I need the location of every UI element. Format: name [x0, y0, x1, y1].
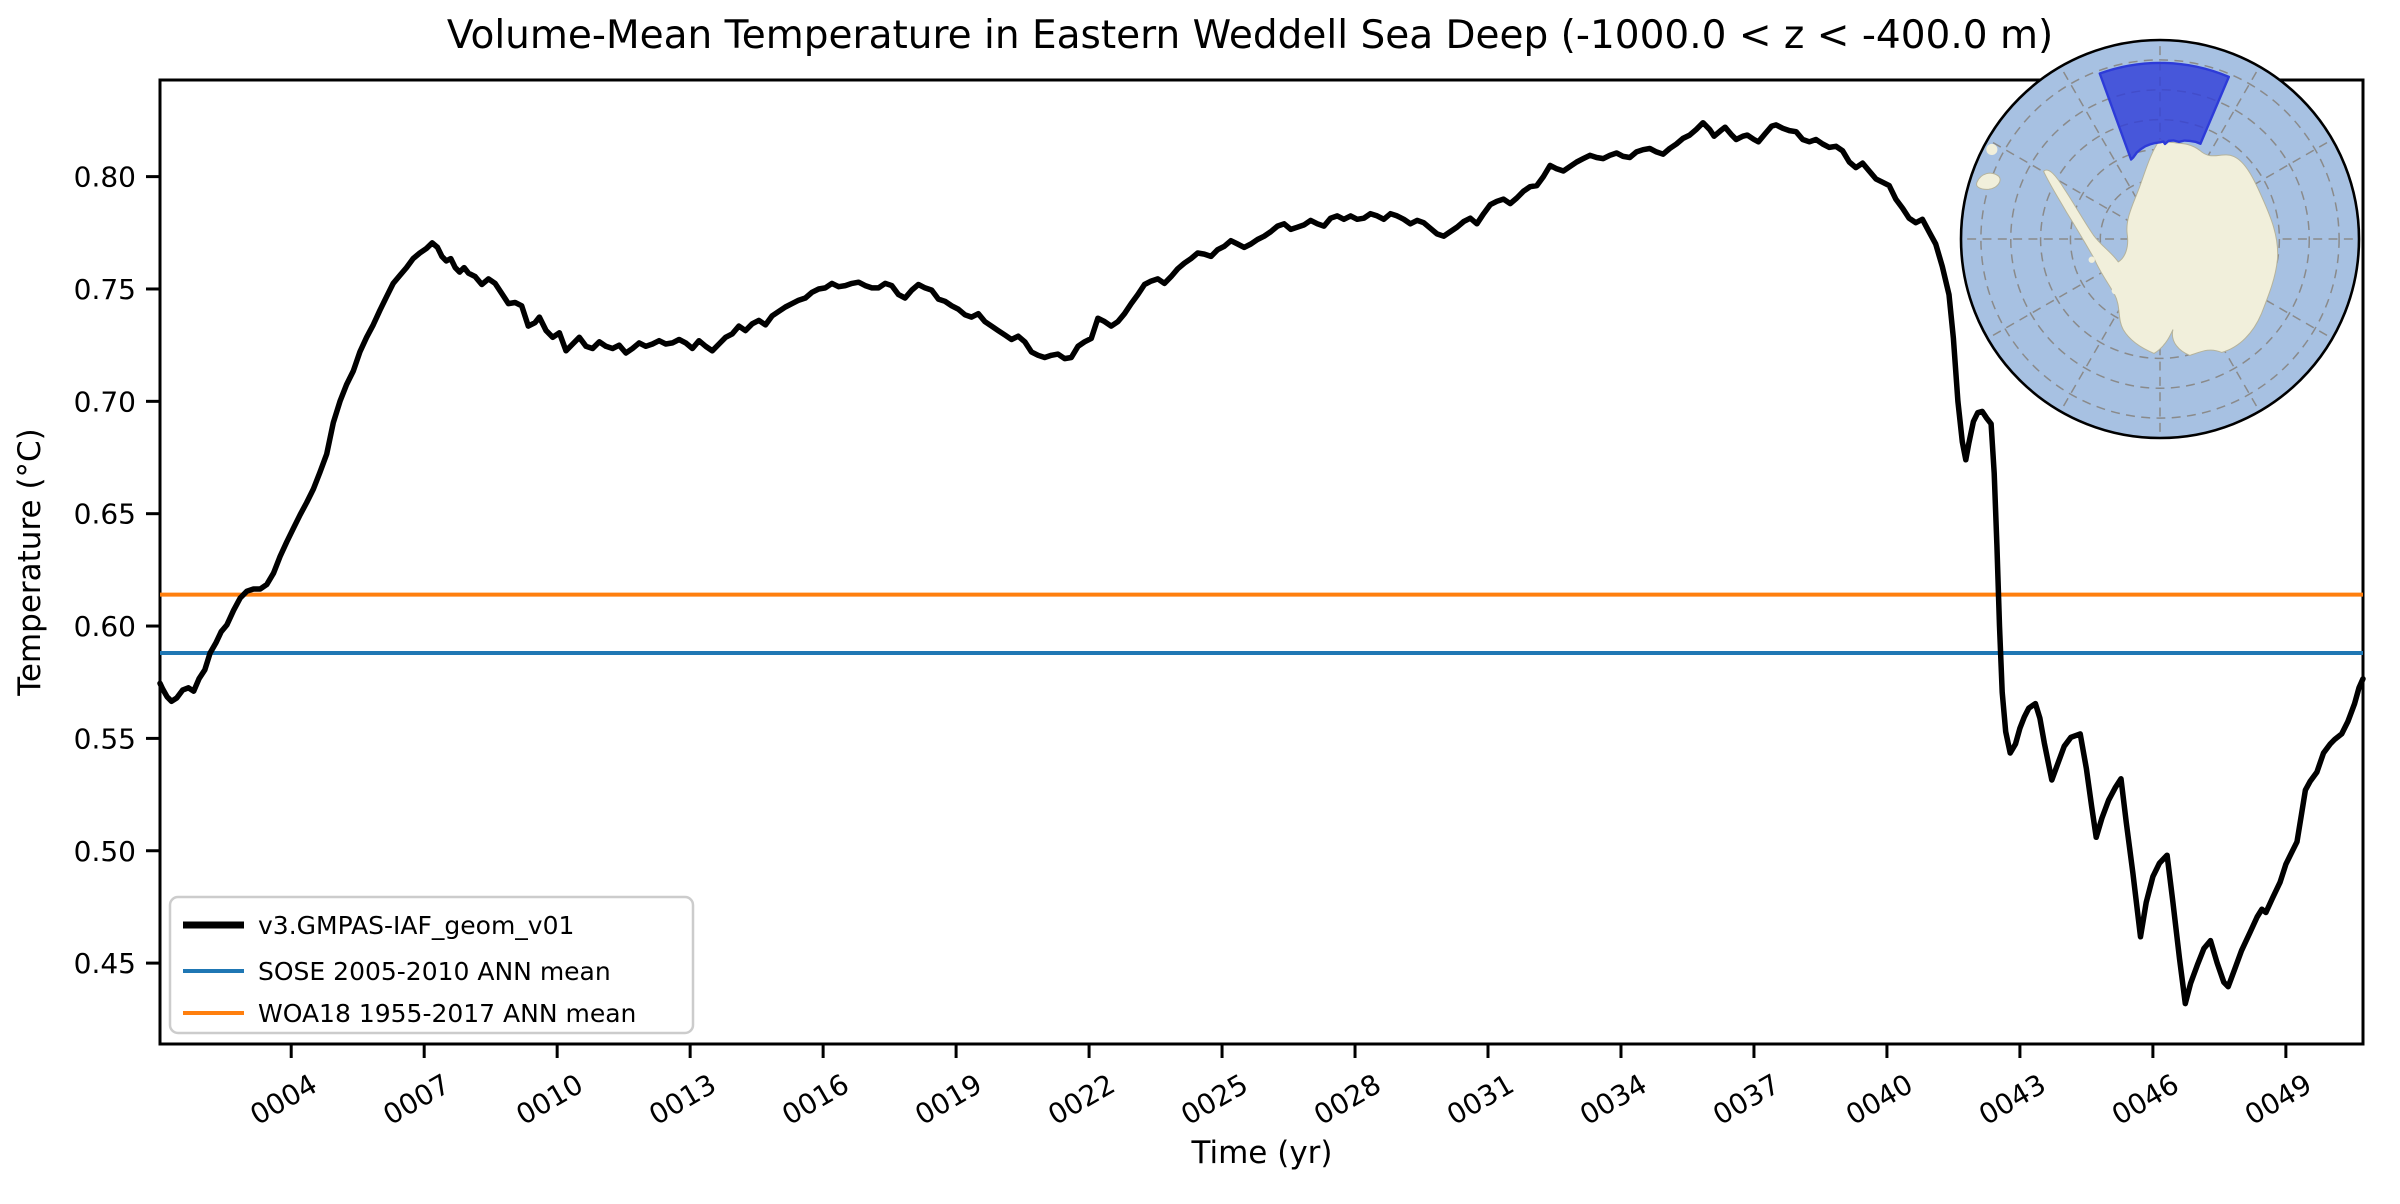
y-tick-label: 0.50	[74, 835, 136, 868]
x-tick-label: 0010	[510, 1067, 588, 1131]
island	[2111, 287, 2119, 295]
latitude-circle	[2010, 89, 2310, 389]
y-tick-label: 0.80	[74, 161, 136, 194]
x-tick-label: 0013	[643, 1067, 721, 1131]
x-tick-label: 0049	[2239, 1067, 2317, 1131]
weddell-sea-region-highlight	[2098, 61, 2231, 161]
island	[1986, 143, 1998, 156]
y-tick-label: 0.55	[74, 722, 136, 755]
y-axis-ticks: 0.45 0.50 0.55 0.60 0.65 0.70 0.75 0.80	[74, 161, 160, 980]
legend-label-model: v3.GMPAS-IAF_geom_v01	[258, 911, 574, 940]
x-axis-ticks: 0004 0007 0010 0013 0016 0019 0022 0025 0028 0031…	[244, 1044, 2317, 1132]
x-tick-label: 0007	[377, 1067, 455, 1131]
legend-label-woa18: WOA18 1955-2017 ANN mean	[258, 999, 636, 1028]
y-axis-label: Temperature (°C)	[12, 428, 48, 697]
island	[1976, 172, 2001, 190]
y-tick-label: 0.60	[74, 610, 136, 643]
x-axis-label: Time (yr)	[1191, 1135, 1333, 1171]
antarctica-landmass	[2042, 138, 2279, 356]
x-tick-label: 0028	[1308, 1067, 1386, 1131]
y-tick-label: 0.45	[74, 947, 136, 980]
x-tick-label: 0022	[1042, 1067, 1120, 1131]
latitude-circle	[1980, 59, 2340, 419]
legend-frame	[168, 895, 695, 1035]
model-timeseries-line	[157, 119, 2366, 1007]
map-border-circle	[1959, 38, 2361, 440]
x-tick-label: 0046	[2106, 1067, 2184, 1131]
chart-title: Volume-Mean Temperature in Eastern Wedde…	[447, 13, 2053, 58]
x-tick-label: 0025	[1175, 1067, 1253, 1131]
island	[2088, 256, 2095, 263]
x-tick-label: 0043	[1973, 1067, 2051, 1131]
axes-spines	[158, 78, 2365, 1046]
x-tick-label: 0037	[1707, 1067, 1785, 1131]
x-tick-label: 0034	[1574, 1067, 1652, 1131]
latitude-circle	[2039, 118, 2281, 360]
x-tick-label: 0019	[909, 1067, 987, 1131]
inset-map	[1959, 38, 2361, 440]
legend-label-sose: SOSE 2005-2010 ANN mean	[258, 957, 611, 986]
legend: v3.GMPAS-IAF_geom_v01 SOSE 2005-2010 ANN…	[168, 895, 695, 1035]
y-tick-label: 0.70	[74, 385, 136, 418]
x-tick-label: 0040	[1840, 1067, 1918, 1131]
x-tick-label: 0031	[1441, 1067, 1519, 1131]
x-tick-label: 0016	[776, 1067, 854, 1131]
x-tick-label: 0004	[244, 1067, 322, 1131]
y-tick-label: 0.65	[74, 498, 136, 531]
y-tick-label: 0.75	[74, 273, 136, 306]
